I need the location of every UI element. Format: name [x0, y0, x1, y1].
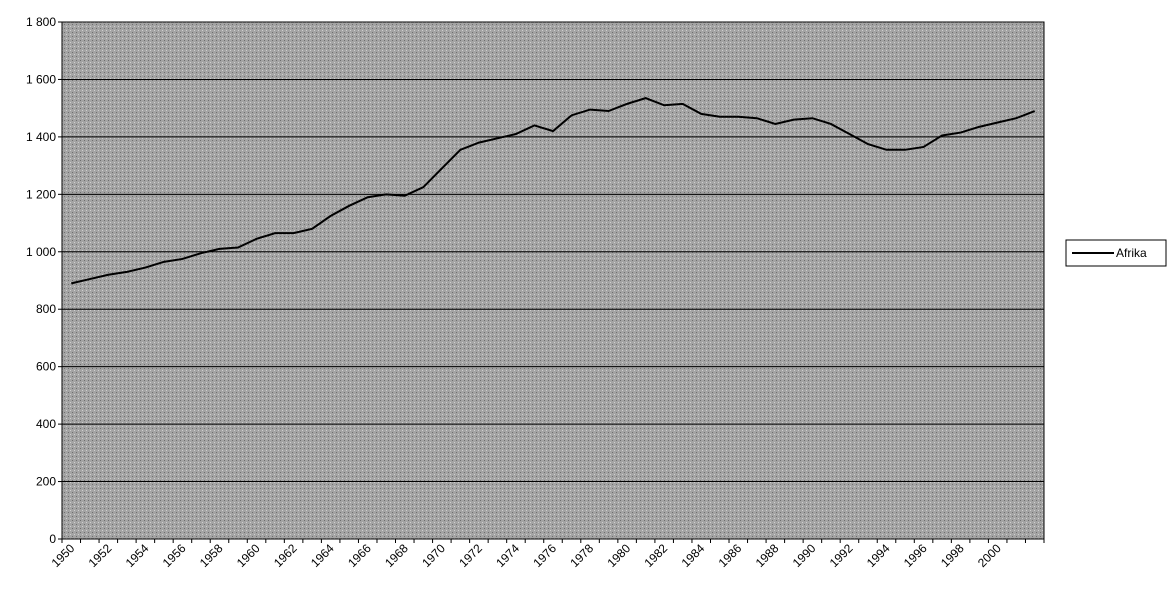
x-tick-label: 1976 — [530, 541, 559, 570]
y-tick-label: 1 000 — [26, 245, 56, 259]
x-tick-label: 1986 — [716, 541, 745, 570]
x-tick-label: 1998 — [938, 541, 967, 570]
y-tick-label: 0 — [49, 532, 56, 546]
x-tick-label: 1966 — [345, 541, 374, 570]
x-tick-label: 1992 — [827, 541, 856, 570]
x-tick-label: 1982 — [642, 541, 671, 570]
y-tick-label: 200 — [36, 475, 56, 489]
x-tick-label: 1956 — [160, 541, 189, 570]
x-tick-label: 1978 — [567, 541, 596, 570]
x-tick-label: 1970 — [419, 541, 448, 570]
x-tick-label: 1990 — [790, 541, 819, 570]
y-tick-label: 1 400 — [26, 130, 56, 144]
x-tick-label: 1974 — [493, 541, 522, 570]
y-tick-label: 1 200 — [26, 187, 56, 201]
x-tick-label: 1996 — [901, 541, 930, 570]
x-tick-label: 1984 — [679, 541, 708, 570]
x-tick-label: 2000 — [975, 541, 1004, 570]
x-tick-label: 1980 — [604, 541, 633, 570]
legend-label: Afrika — [1116, 246, 1147, 260]
x-tick-label: 1994 — [864, 541, 893, 570]
x-tick-label: 1964 — [308, 541, 337, 570]
x-tick-label: 1960 — [234, 541, 263, 570]
x-tick-label: 1954 — [123, 541, 152, 570]
y-tick-label: 600 — [36, 360, 56, 374]
plot-area — [61, 21, 1045, 540]
x-tick-label: 1952 — [86, 541, 115, 570]
x-tick-label: 1988 — [753, 541, 782, 570]
x-tick-label: 1968 — [382, 541, 411, 570]
y-tick-label: 1 600 — [26, 72, 56, 86]
y-tick-label: 800 — [36, 302, 56, 316]
x-tick-label: 1962 — [271, 541, 300, 570]
x-tick-label: 1958 — [197, 541, 226, 570]
line-series — [71, 97, 1036, 285]
y-tick-label: 1 800 — [26, 15, 56, 29]
y-tick-label: 400 — [36, 417, 56, 431]
x-tick-label: 1972 — [456, 541, 485, 570]
